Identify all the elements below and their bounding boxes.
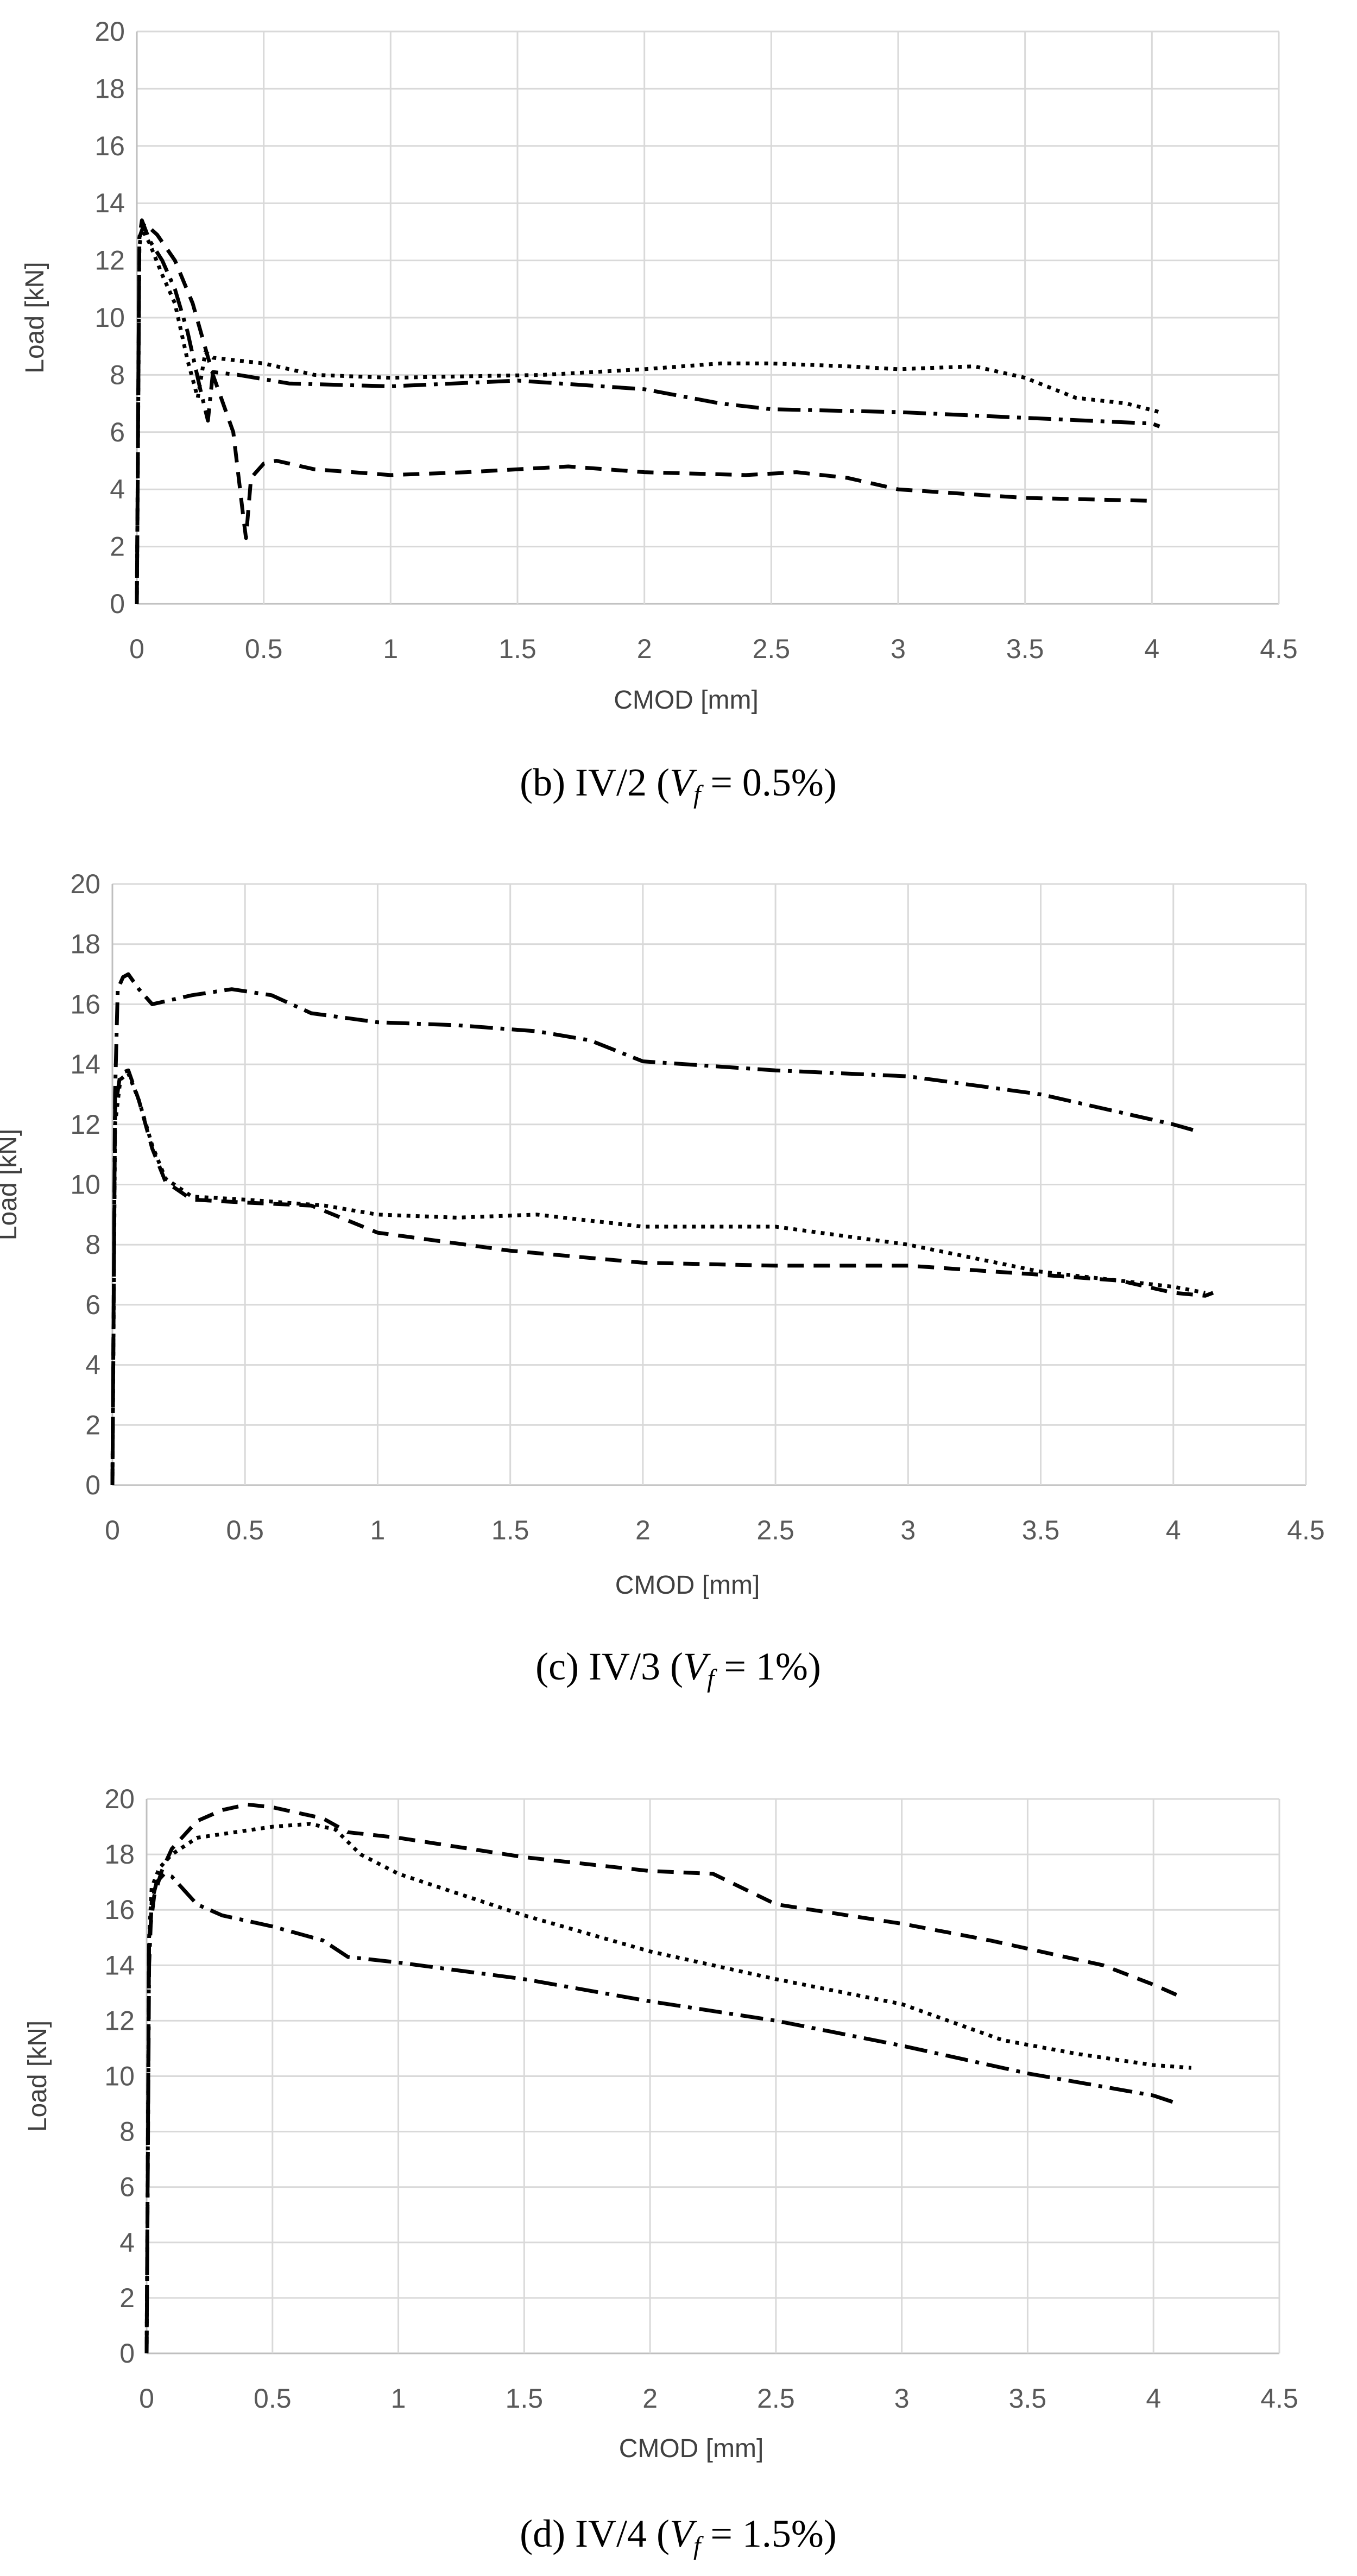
x-tick-label: 4.5 <box>1287 1515 1325 1545</box>
caption-prefix: (c) IV/3 ( <box>535 1645 683 1688</box>
series-line-specimen-3 <box>110 972 1195 1486</box>
caption-variable: V <box>670 2512 697 2555</box>
y-tick-label: 18 <box>70 929 100 959</box>
x-tick-label: 0 <box>105 1515 120 1545</box>
y-tick-label: 2 <box>110 532 125 562</box>
x-tick-label: 2.5 <box>757 2383 795 2414</box>
x-tick-label: 0.5 <box>245 634 283 664</box>
y-tick-label: 12 <box>94 245 125 276</box>
y-tick-label: 16 <box>94 131 125 161</box>
y-tick-label: 0 <box>110 589 125 619</box>
x-tick-label: 2.5 <box>756 1515 794 1545</box>
x-tick-label: 2 <box>635 1515 651 1545</box>
y-tick-label: 18 <box>104 1839 135 1870</box>
x-tick-label: 2 <box>642 2383 658 2414</box>
y-tick-label: 0 <box>119 2338 135 2369</box>
x-axis-title: CMOD [mm] <box>615 1571 760 1600</box>
x-tick-label: 1.5 <box>498 634 537 664</box>
y-tick-label: 8 <box>110 359 125 390</box>
y-tick-label: 2 <box>119 2283 135 2313</box>
caption-rest: = 1%) <box>714 1645 821 1688</box>
x-tick-label: 0 <box>139 2383 154 2414</box>
x-tick-label: 2.5 <box>753 634 791 664</box>
series-line-specimen-2 <box>144 1802 1180 2354</box>
y-tick-label: 14 <box>94 188 125 218</box>
x-tick-label: 4.5 <box>1260 634 1298 664</box>
x-tick-label: 3 <box>891 634 906 664</box>
chart-panel-3: 0 2 4 6 8 10 12 14 16 18 20 0 0.5 1 1.5 2 2.5 3 3.5 4 4.5 CMO… <box>23 1784 1298 2560</box>
y-tick-label: 16 <box>70 989 100 1019</box>
series-line-specimen-3 <box>135 218 1160 604</box>
y-tick-label: 6 <box>85 1290 100 1320</box>
y-tick-label: 10 <box>70 1170 100 1200</box>
y-tick-label: 6 <box>119 2172 135 2202</box>
x-tick-label: 4 <box>1144 634 1159 664</box>
y-tick-label: 8 <box>119 2117 135 2147</box>
y-tick-label: 16 <box>104 1895 135 1925</box>
y-tick-label: 8 <box>85 1229 100 1260</box>
y-tick-label: 10 <box>94 302 125 333</box>
x-tick-label: 3.5 <box>1009 2383 1047 2414</box>
x-axis-title: CMOD [mm] <box>619 2434 764 2463</box>
y-tick-label: 20 <box>104 1784 135 1814</box>
x-tick-label: 3.5 <box>1006 634 1044 664</box>
y-tick-label: 10 <box>104 2061 135 2092</box>
x-tick-label: 1.5 <box>506 2383 544 2414</box>
x-tick-label: 0.5 <box>226 1515 264 1545</box>
y-tick-label: 18 <box>94 73 125 104</box>
series-line-specimen-3 <box>144 1872 1179 2354</box>
chart-caption: (b) IV/2 (Vf = 0.5%) <box>520 761 837 809</box>
y-tick-label: 14 <box>70 1049 100 1079</box>
series-line-specimen-2 <box>135 221 1152 604</box>
x-tick-label: 3 <box>900 1515 916 1545</box>
caption-prefix: (b) IV/2 ( <box>520 761 670 804</box>
series-line-specimen-1 <box>135 227 1160 604</box>
y-tick-label: 12 <box>104 2005 135 2036</box>
x-tick-label: 3.5 <box>1022 1515 1060 1545</box>
chart-panel-2: 0 2 4 6 8 10 12 14 16 18 20 0 0.5 1 1.5 2 2.5 3 3.5 4 4.5 CMO… <box>0 869 1325 1693</box>
y-tick-label: 4 <box>119 2227 135 2258</box>
y-axis-title: Load [kN] <box>0 1129 22 1240</box>
x-tick-label: 0 <box>129 634 144 664</box>
x-tick-label: 1 <box>391 2383 406 2414</box>
y-axis-title: Load [kN] <box>21 262 49 373</box>
y-tick-label: 20 <box>94 16 125 47</box>
caption-rest: = 1.5%) <box>700 2512 837 2555</box>
x-tick-label: 0.5 <box>254 2383 292 2414</box>
chart-panel-1: 0 2 4 6 8 10 12 14 16 18 20 0 0.5 1 1.5 2 2.5 3 3.5 4 4.5 CMO… <box>21 16 1298 809</box>
y-tick-label: 14 <box>104 1950 135 1980</box>
y-tick-label: 4 <box>85 1350 100 1380</box>
y-tick-label: 20 <box>70 869 100 899</box>
caption-variable: V <box>670 761 697 804</box>
x-tick-label: 1.5 <box>491 1515 529 1545</box>
x-tick-label: 2 <box>637 634 652 664</box>
y-tick-label: 4 <box>110 474 125 504</box>
y-tick-label: 0 <box>85 1470 100 1500</box>
y-axis-title: Load [kN] <box>23 2021 52 2132</box>
x-tick-label: 4 <box>1166 1515 1181 1545</box>
x-tick-label: 1 <box>370 1515 386 1545</box>
y-tick-label: 12 <box>70 1109 100 1140</box>
chart-caption: (d) IV/4 (Vf = 1.5%) <box>520 2512 837 2560</box>
caption-prefix: (d) IV/4 ( <box>520 2512 670 2555</box>
caption-variable: V <box>683 1645 711 1688</box>
y-tick-label: 6 <box>110 417 125 447</box>
x-tick-label: 4.5 <box>1260 2383 1298 2414</box>
caption-rest: = 0.5%) <box>700 761 837 804</box>
x-axis-title: CMOD [mm] <box>614 686 759 715</box>
y-tick-label: 2 <box>85 1410 100 1440</box>
x-tick-label: 4 <box>1146 2383 1161 2414</box>
x-tick-label: 3 <box>894 2383 910 2414</box>
series-line-specimen-2 <box>110 1068 1214 1486</box>
chart-caption: (c) IV/3 (Vf = 1%) <box>535 1645 821 1693</box>
series-line-specimen-1 <box>144 1822 1192 2354</box>
x-tick-label: 1 <box>383 634 398 664</box>
